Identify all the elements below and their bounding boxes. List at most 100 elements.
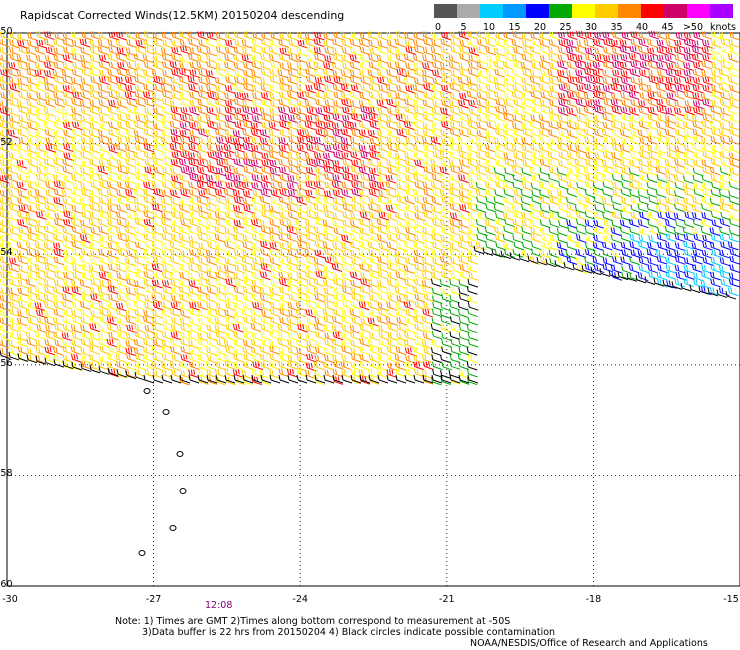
wind-barb [674, 99, 685, 109]
wind-barb [512, 234, 523, 244]
wind-barb [152, 353, 164, 363]
wind-barb [448, 114, 460, 123]
wind-barb [548, 196, 560, 206]
wind-barb [315, 218, 326, 228]
wind-barb [332, 219, 343, 229]
wind-barb [261, 152, 272, 162]
wind-barb [261, 210, 273, 220]
wind-barb [287, 285, 299, 295]
wind-barb [459, 40, 471, 49]
wind-barb [610, 227, 622, 237]
wind-barb [395, 54, 407, 63]
wind-barb [621, 32, 633, 41]
wind-barb [314, 301, 326, 310]
wind-barb [556, 242, 568, 251]
wind-barb [376, 182, 388, 191]
legend-label: 30 [584, 22, 598, 33]
wind-barb [593, 106, 605, 115]
wind-barb [620, 106, 631, 116]
wind-barb [386, 197, 398, 206]
wind-barb [422, 76, 434, 86]
wind-barb [315, 98, 326, 108]
wind-barb [224, 68, 235, 78]
wind-barb [430, 347, 442, 356]
wind-barb [26, 107, 38, 116]
wind-barb [178, 241, 190, 250]
latitude-label: -50 [0, 26, 13, 37]
wind-barb [189, 91, 200, 101]
wind-barb [43, 61, 55, 71]
wind-barb [52, 143, 64, 153]
wind-barb [269, 301, 281, 311]
wind-barb [610, 99, 622, 108]
wind-barb [34, 242, 46, 251]
wind-barb [306, 45, 318, 55]
wind-barb [215, 32, 227, 41]
wind-barb [422, 129, 434, 139]
wind-barb [701, 46, 713, 56]
wind-barb [467, 279, 479, 288]
wind-barb [270, 189, 282, 198]
wind-barb [386, 257, 398, 266]
wind-barb [0, 197, 10, 206]
wind-barb [431, 227, 442, 237]
wind-barb [225, 182, 237, 191]
wind-barb [35, 203, 47, 213]
wind-barb [250, 219, 262, 228]
wind-barb [368, 83, 380, 93]
wind-barb [269, 287, 281, 297]
wind-barb [657, 242, 668, 251]
wind-barb [196, 122, 208, 132]
wind-barb [332, 70, 344, 79]
wind-barb [36, 98, 47, 108]
wind-barb [656, 39, 668, 49]
wind-barb [458, 211, 469, 221]
wind-barb [675, 220, 686, 229]
wind-barb [459, 234, 470, 244]
wind-barb [458, 219, 469, 229]
wind-barb [683, 84, 694, 94]
wind-barb [647, 61, 659, 70]
wind-barb [574, 61, 586, 71]
wind-barb [9, 203, 20, 213]
wind-barb [709, 242, 721, 251]
wind-barb [224, 235, 236, 244]
wind-barb [494, 151, 506, 160]
wind-barb [205, 294, 217, 303]
wind-barb [25, 242, 37, 251]
wind-barb [387, 294, 399, 304]
wind-barb [304, 91, 316, 100]
latitude-label: -54 [0, 247, 13, 259]
wind-barb [412, 286, 424, 295]
wind-barb [728, 121, 740, 131]
wind-barb [620, 77, 632, 86]
wind-barb [62, 316, 74, 326]
wind-barb [575, 76, 587, 86]
wind-barb [81, 68, 93, 78]
wind-barb [88, 339, 100, 348]
wind-barb [8, 189, 19, 199]
wind-barb [25, 196, 37, 205]
wind-barb [656, 174, 668, 184]
wind-barb [0, 279, 11, 288]
wind-barb [495, 106, 506, 115]
wind-barb [80, 91, 91, 101]
wind-barb [297, 129, 308, 138]
wind-barb [215, 46, 227, 55]
wind-barb [611, 211, 623, 220]
wind-barb [297, 39, 309, 49]
wind-barb [7, 197, 19, 206]
wind-barb [259, 129, 271, 138]
wind-barb [287, 175, 299, 184]
wind-barb [314, 69, 325, 79]
wind-barb [701, 212, 713, 221]
wind-barb [621, 197, 632, 207]
wind-barb [405, 174, 416, 184]
wind-barb [656, 271, 668, 281]
wind-barb [396, 85, 407, 94]
wind-barb [585, 196, 596, 206]
wind-barb [198, 211, 209, 220]
wind-barb [466, 114, 478, 124]
wind-barb [179, 31, 190, 40]
wind-barb [729, 114, 740, 124]
